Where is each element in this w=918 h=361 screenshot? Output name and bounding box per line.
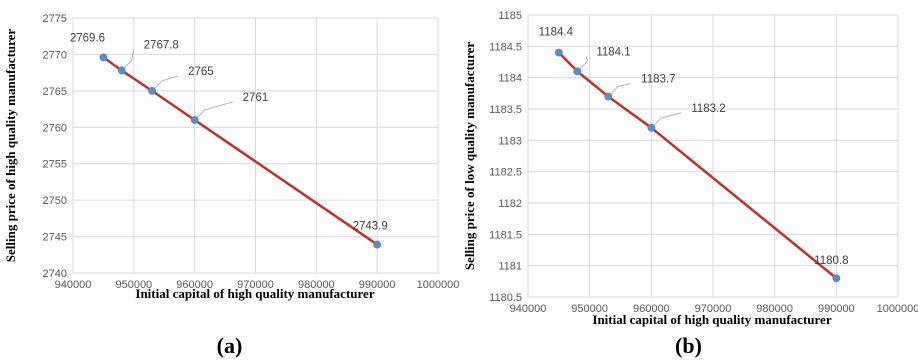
data-label: 2743.9 bbox=[353, 221, 388, 233]
chart-panel-b: 1180.5 1181 1181.5 1182 1182.5 1183 1183.5 1184… bbox=[459, 0, 918, 361]
y-tick-label: 1182.5 bbox=[489, 167, 522, 179]
y-tick-label: 2765 bbox=[43, 86, 67, 98]
x-tick-label: 970000 bbox=[237, 279, 274, 291]
series-line bbox=[557, 51, 838, 280]
data-label-leader bbox=[651, 112, 682, 129]
chart-a: 2740 2745 2750 2755 2760 2765 2770 2775 940000 95… bbox=[3, 13, 460, 301]
y-tick-label: 1183 bbox=[498, 135, 522, 147]
y-axis-label: Selling price of low quality manufacture… bbox=[462, 42, 477, 271]
data-label: 1180.8 bbox=[814, 255, 848, 267]
data-point bbox=[554, 48, 563, 57]
data-label-leader bbox=[151, 75, 179, 92]
x-tick-label: 980000 bbox=[298, 279, 335, 291]
data-point bbox=[99, 53, 108, 62]
y-tick-label: 2745 bbox=[43, 232, 67, 244]
data-label: 2765 bbox=[188, 66, 214, 78]
y-tick-label: 1180.5 bbox=[489, 292, 522, 304]
y-tick-label: 2750 bbox=[43, 195, 67, 207]
chart-b: 1180.5 1181 1181.5 1182 1182.5 1183 1183.5 1184… bbox=[462, 10, 918, 327]
data-point bbox=[148, 86, 156, 95]
data-label: 2761 bbox=[243, 92, 269, 104]
x-tick-label: 960000 bbox=[633, 303, 670, 315]
data-point bbox=[573, 67, 582, 76]
chart-panel-a: 2740 2745 2750 2755 2760 2765 2770 2775 940000 95… bbox=[3, 13, 460, 358]
data-point bbox=[832, 274, 841, 283]
data-label: 2769.6 bbox=[70, 32, 105, 44]
y-tick-label: 1182 bbox=[498, 198, 522, 210]
data-point bbox=[373, 240, 382, 249]
y-tick-label: 1183.5 bbox=[489, 104, 522, 116]
series-line bbox=[102, 56, 378, 246]
data-point bbox=[117, 66, 126, 75]
x-tick-label: 960000 bbox=[176, 279, 213, 291]
x-tick-label: 1000000 bbox=[877, 303, 918, 315]
x-axis-label: Initial capital of high quality manufact… bbox=[135, 286, 374, 301]
x-tick-label: 940000 bbox=[510, 303, 547, 315]
panel-caption-b: (b) bbox=[675, 333, 702, 358]
data-label-leader bbox=[607, 83, 632, 97]
data-point bbox=[604, 92, 613, 101]
y-tick-label: 2760 bbox=[43, 122, 67, 134]
data-label-leader bbox=[194, 101, 233, 121]
data-label: 1184.1 bbox=[596, 46, 630, 58]
data-label-leader bbox=[577, 56, 588, 72]
y-tick-label: 1184.5 bbox=[489, 41, 522, 53]
y-tick-label: 1185 bbox=[498, 10, 522, 22]
data-label-leader bbox=[121, 49, 135, 71]
x-tick-label: 950000 bbox=[115, 279, 152, 291]
y-tick-label: 1181 bbox=[498, 261, 522, 273]
data-point bbox=[647, 123, 656, 132]
x-tick-label: 1000000 bbox=[417, 279, 460, 291]
data-label: 2767.8 bbox=[144, 39, 179, 51]
y-tick-label: 2775 bbox=[43, 13, 67, 25]
x-tick-label: 950000 bbox=[571, 303, 608, 315]
y-tick-label: 2755 bbox=[43, 159, 67, 171]
data-label: 1183.2 bbox=[691, 103, 725, 115]
data-label: 1184.4 bbox=[539, 27, 574, 39]
y-tick-label: 2740 bbox=[43, 268, 67, 280]
y-tick-label: 2770 bbox=[43, 49, 67, 61]
x-tick-label: 940000 bbox=[55, 279, 92, 291]
x-tick-label: 990000 bbox=[359, 279, 396, 291]
x-tick-label: 970000 bbox=[695, 303, 732, 315]
data-label: 1183.7 bbox=[641, 73, 675, 85]
y-axis-label: Selling price of high quality manufactur… bbox=[3, 29, 18, 263]
x-tick-label: 980000 bbox=[756, 303, 793, 315]
data-point bbox=[190, 116, 199, 124]
x-axis-label: Initial capital of high quality manufact… bbox=[592, 312, 831, 327]
y-tick-label: 1184 bbox=[498, 73, 522, 85]
panel-caption-a: (a) bbox=[216, 333, 243, 358]
x-tick-label: 990000 bbox=[818, 303, 855, 315]
y-tick-label: 1181.5 bbox=[489, 229, 522, 241]
